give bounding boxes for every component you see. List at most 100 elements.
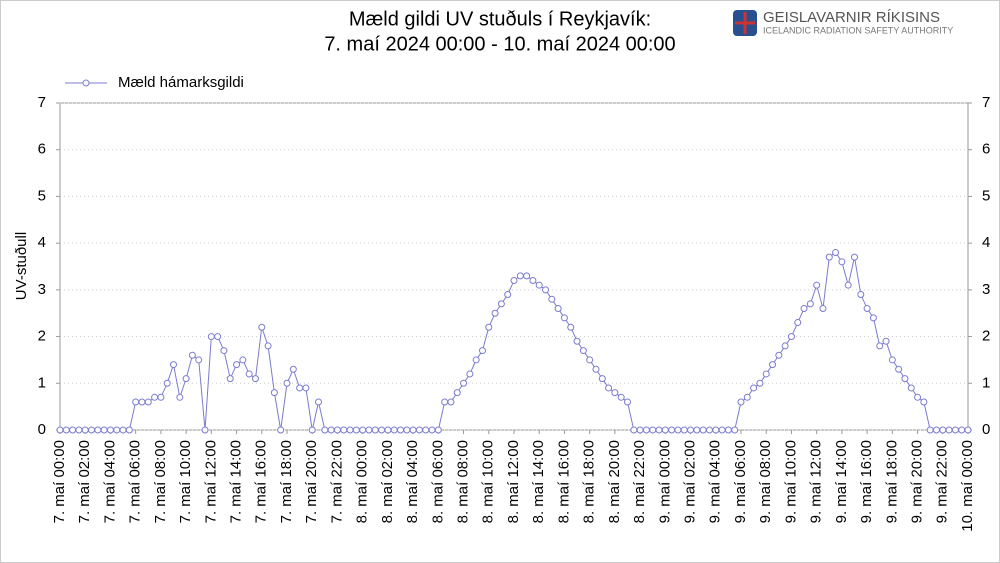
data-point	[724, 426, 732, 434]
data-point	[806, 300, 814, 308]
data-point	[157, 393, 165, 401]
data-point	[907, 384, 915, 392]
y-tick-label: 1	[38, 374, 46, 391]
y-tick-label: 0	[38, 421, 46, 438]
x-tick-label: 8. maí 16:00	[555, 440, 572, 523]
y-tick-label: 7	[38, 94, 46, 111]
data-point	[296, 384, 304, 392]
data-point	[560, 314, 568, 322]
x-tick-label: 7. maí 22:00	[328, 440, 345, 523]
chart-title: 7. maí 2024 00:00 - 10. maí 2024 00:00	[324, 33, 675, 55]
data-point	[932, 426, 940, 434]
legend-label: Mæld hámarksgildi	[118, 74, 244, 91]
data-point	[863, 305, 871, 313]
data-point	[485, 323, 493, 331]
x-tick-label: 9. maí 02:00	[682, 440, 699, 523]
data-point	[630, 426, 638, 434]
x-tick-label: 7. maí 20:00	[303, 440, 320, 523]
data-point	[258, 323, 266, 331]
data-point	[422, 426, 430, 434]
data-point	[371, 426, 379, 434]
data-point	[264, 342, 272, 350]
data-point	[201, 426, 209, 434]
x-tick-label: 10. maí 00:00	[959, 440, 976, 532]
data-point	[939, 426, 947, 434]
data-point	[516, 272, 524, 280]
x-tick-label: 8. maí 18:00	[581, 440, 598, 523]
data-point	[542, 286, 550, 294]
data-point	[819, 305, 827, 313]
data-point	[62, 426, 70, 434]
data-point	[573, 337, 581, 345]
data-point	[270, 389, 278, 397]
data-point	[214, 333, 222, 341]
data-point	[926, 426, 934, 434]
data-point	[869, 314, 877, 322]
data-point	[151, 393, 159, 401]
data-point	[693, 426, 701, 434]
x-tick-label: 8. maí 22:00	[631, 440, 648, 523]
data-point	[233, 361, 241, 369]
x-tick-label: 9. maí 12:00	[808, 440, 825, 523]
data-point	[579, 347, 587, 355]
data-point	[769, 361, 777, 369]
data-point	[945, 426, 953, 434]
data-point	[844, 281, 852, 289]
data-point	[466, 370, 474, 378]
data-point	[617, 393, 625, 401]
x-tick-label: 7. maí 00:00	[51, 440, 68, 523]
data-point	[497, 300, 505, 308]
x-tick-label: 9. maí 14:00	[833, 440, 850, 523]
x-tick-label: 9. maí 00:00	[656, 440, 673, 523]
data-point	[718, 426, 726, 434]
data-point	[308, 426, 316, 434]
x-tick-label: 7. maí 02:00	[76, 440, 93, 523]
data-point	[176, 393, 184, 401]
data-point	[705, 426, 713, 434]
data-point	[365, 426, 373, 434]
data-point	[668, 426, 676, 434]
data-point	[195, 356, 203, 364]
data-point	[592, 365, 600, 373]
data-point	[762, 370, 770, 378]
y2-tick-label: 0	[982, 421, 990, 438]
data-point	[529, 277, 537, 285]
data-point	[327, 426, 335, 434]
data-point	[825, 253, 833, 261]
y2-tick-label: 3	[982, 281, 990, 298]
data-point	[750, 384, 758, 392]
data-point	[712, 426, 720, 434]
data-point	[428, 426, 436, 434]
logo-name: GEISLAVARNIR RÍKISINS	[763, 9, 940, 26]
x-tick-label: 9. maí 18:00	[883, 440, 900, 523]
data-point	[352, 426, 360, 434]
x-tick-label: 9. maí 04:00	[707, 440, 724, 523]
data-point	[207, 333, 215, 341]
data-point	[523, 272, 531, 280]
data-point	[687, 426, 695, 434]
data-point	[851, 253, 858, 261]
data-point	[69, 426, 77, 434]
data-point	[378, 426, 386, 434]
x-tick-label: 9. maí 08:00	[757, 440, 774, 523]
data-point	[920, 398, 928, 406]
x-tick-label: 7. maí 10:00	[177, 440, 194, 523]
data-point	[737, 398, 745, 406]
data-point	[699, 426, 707, 434]
data-point	[170, 361, 177, 369]
data-point	[661, 426, 669, 434]
data-point	[491, 309, 499, 317]
data-point	[605, 384, 613, 392]
data-point	[598, 375, 606, 383]
data-point	[478, 347, 486, 355]
data-point	[390, 426, 398, 434]
data-point	[447, 398, 455, 406]
x-tick-label: 9. maí 22:00	[934, 440, 951, 523]
x-tick-label: 8. maí 12:00	[505, 440, 522, 523]
y-tick-label: 2	[38, 328, 46, 345]
data-point	[914, 393, 922, 401]
data-point	[144, 398, 152, 406]
data-point	[289, 365, 297, 373]
data-point	[674, 426, 682, 434]
data-point	[453, 389, 461, 397]
